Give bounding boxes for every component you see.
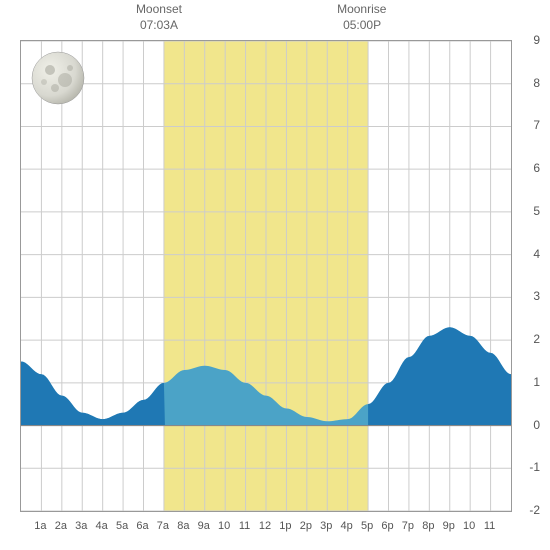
y-tick: 1 xyxy=(533,375,540,389)
x-tick: 7p xyxy=(402,520,414,532)
moonset-label: Moonset xyxy=(136,2,182,16)
moonset-time: 07:03A xyxy=(140,18,178,32)
y-tick: 7 xyxy=(533,118,540,132)
x-tick: 1p xyxy=(279,520,291,532)
x-tick: 7a xyxy=(157,520,169,532)
y-tick: 4 xyxy=(533,247,540,261)
x-tick: 10 xyxy=(463,520,475,532)
x-tick: 9a xyxy=(198,520,210,532)
x-tick: 3a xyxy=(75,520,87,532)
plot-area xyxy=(20,40,512,512)
x-tick: 10 xyxy=(218,520,230,532)
x-tick: 4p xyxy=(341,520,353,532)
chart-svg xyxy=(21,41,511,511)
x-tick: 12 xyxy=(259,520,271,532)
x-tick: 4a xyxy=(96,520,108,532)
y-tick: 9 xyxy=(533,33,540,47)
y-tick: -1 xyxy=(529,460,540,474)
x-tick: 6p xyxy=(381,520,393,532)
y-tick: -2 xyxy=(529,503,540,517)
moonrise-time: 05:00P xyxy=(343,18,381,32)
x-tick: 2p xyxy=(300,520,312,532)
x-tick: 5a xyxy=(116,520,128,532)
x-tick: 3p xyxy=(320,520,332,532)
x-tick: 11 xyxy=(484,520,495,532)
x-tick: 11 xyxy=(239,520,250,532)
x-tick: 8a xyxy=(177,520,189,532)
y-tick: 3 xyxy=(533,289,540,303)
moon-icon xyxy=(30,50,86,106)
x-tick: 6a xyxy=(136,520,148,532)
x-tick: 1a xyxy=(34,520,46,532)
x-tick: 9p xyxy=(443,520,455,532)
x-tick: 2a xyxy=(55,520,67,532)
x-tick: 5p xyxy=(361,520,373,532)
moonrise-label: Moonrise xyxy=(337,2,386,16)
y-tick: 6 xyxy=(533,161,540,175)
y-tick: 0 xyxy=(533,418,540,432)
y-tick: 2 xyxy=(533,332,540,346)
y-tick: 8 xyxy=(533,76,540,90)
tide-chart: Moonset 07:03A Moonrise 05:00P -2-101234… xyxy=(0,0,550,550)
x-tick: 8p xyxy=(422,520,434,532)
y-tick: 5 xyxy=(533,204,540,218)
